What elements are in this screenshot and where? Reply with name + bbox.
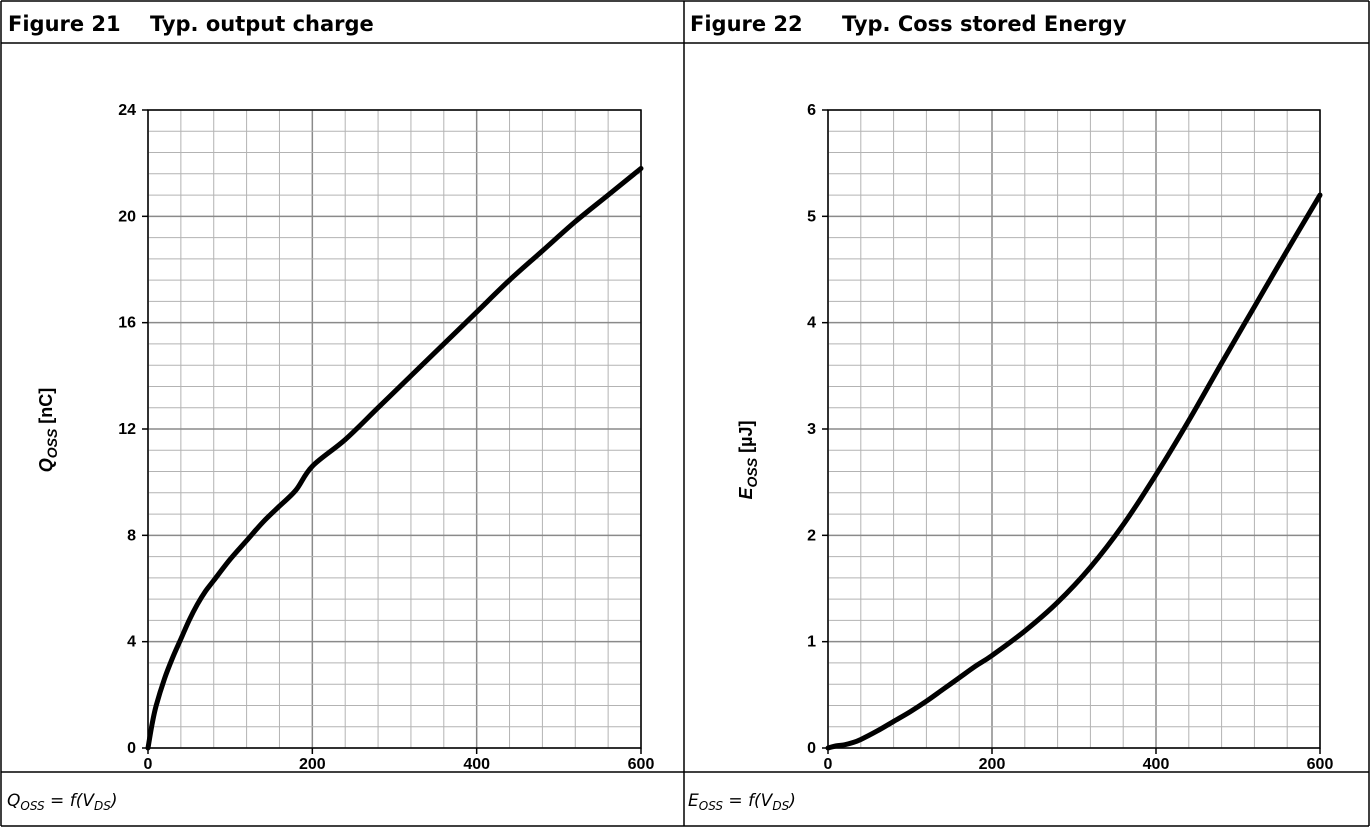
stored-energy-y-tick-label: 1 xyxy=(807,634,816,651)
stored-energy-y-tick-label: 4 xyxy=(807,315,816,332)
output-charge-y-tick-label: 8 xyxy=(127,527,136,544)
output-charge-y-tick-label: 20 xyxy=(118,208,136,225)
stored-energy-y-tick-label: 5 xyxy=(807,208,816,225)
stored-energy-x-tick-label: 600 xyxy=(1307,756,1334,773)
output-charge-x-tick-label: 400 xyxy=(463,756,490,773)
stored-energy-x-tick-label: 0 xyxy=(824,756,833,773)
figure-21-number: Figure 21 xyxy=(8,12,121,36)
stored-energy-y-tick-label: 0 xyxy=(807,740,816,757)
stored-energy-y-tick-label: 6 xyxy=(807,102,816,119)
output-charge-x-ticks: 0 200 400 600 xyxy=(144,748,655,773)
output-charge-grid xyxy=(147,109,642,749)
stored-energy-x-tick-label: 400 xyxy=(1143,756,1170,773)
stored-energy-y-ticks: 0 1 2 3 4 5 6 xyxy=(807,102,828,757)
figure-22-number: Figure 22 xyxy=(690,12,803,36)
output-charge-y-tick-label: 16 xyxy=(118,315,136,332)
output-charge-y-tick-label: 0 xyxy=(127,740,136,757)
stored-energy-chart: 0 200 400 600 0 1 2 3 4 5 6 EOSS [µJ] xyxy=(736,102,1333,773)
output-charge-y-ticks: 0 4 8 12 16 20 24 xyxy=(118,102,148,757)
figure-22-title: Typ. Coss stored Energy xyxy=(842,12,1127,36)
stored-energy-curve xyxy=(825,192,1323,751)
figure-21-caption: QOSS = f(VDS) xyxy=(7,791,117,813)
output-charge-x-tick-label: 600 xyxy=(628,756,655,773)
output-charge-x-tick-label: 0 xyxy=(144,756,153,773)
stored-energy-y-tick-label: 2 xyxy=(807,527,816,544)
output-charge-y-tick-label: 4 xyxy=(127,634,136,651)
stored-energy-grid xyxy=(827,109,1321,749)
output-charge-y-tick-label: 24 xyxy=(118,102,136,119)
figure-22-caption: EOSS = f(VDS) xyxy=(688,791,796,813)
output-charge-chart: 0 200 400 600 0 4 8 12 16 20 24 QOSS [nC] xyxy=(36,102,654,773)
stored-energy-y-tick-label: 3 xyxy=(807,421,816,438)
stored-energy-x-ticks: 0 200 400 600 xyxy=(824,748,1334,773)
output-charge-y-tick-label: 12 xyxy=(118,421,136,438)
output-charge-y-label: QOSS [nC] xyxy=(36,388,60,473)
output-charge-curve xyxy=(145,165,644,751)
output-charge-x-tick-label: 200 xyxy=(299,756,326,773)
stored-energy-x-tick-label: 200 xyxy=(979,756,1006,773)
figure-21-title: Typ. output charge xyxy=(150,12,374,36)
stored-energy-y-label: EOSS [µJ] xyxy=(736,421,760,500)
